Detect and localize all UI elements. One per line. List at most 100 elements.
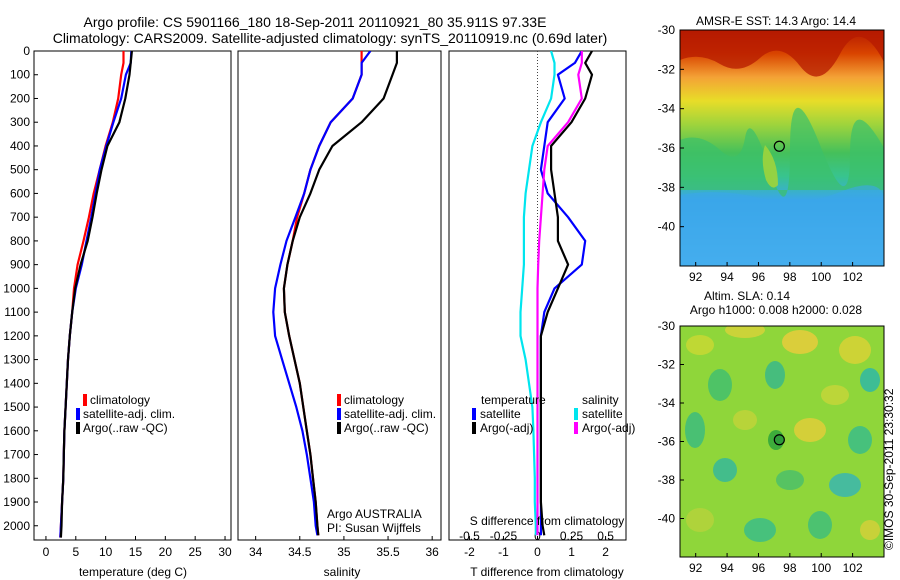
sla-anomaly-blob [733,410,757,430]
x-tick-label: 0 [534,545,541,559]
legend-climatology-swatch [337,394,341,406]
footnote-line1: Argo AUSTRALIA [327,507,422,521]
map-lat-label: -34 [658,102,676,116]
legend-temperature-header: temperature [481,393,546,407]
salinity-panel: 34 34.5 35 35.5 36 salinity climatology sate… [237,50,442,579]
map-lon-label: 102 [843,561,863,575]
sla-anomaly-blob [744,518,776,542]
map-lat-label: -38 [658,473,676,487]
x-tick-label: -1 [498,545,509,559]
temperature-legend: climatology satellite-adj. clim. Argo(..… [76,393,175,435]
x-tick-label: 15 [129,545,143,559]
series-line-argo [282,51,398,536]
x-tick-label: 10 [99,545,113,559]
salinity-legend: climatology satellite-adj. clim. Argo(..… [337,393,436,435]
series-line-argo [59,51,133,538]
sla-anomaly-blob [821,385,849,405]
depth-tick-label: 1100 [4,305,30,319]
s-diff-tick-label: -0.5 [459,529,480,543]
sla-anomaly-blob [829,473,861,497]
s-diff-tick-label: 0.25 [560,529,584,543]
sst-front [680,107,884,197]
salinity-difference-ticks: -0.5 -0.25 0 0.25 0.5 [459,529,614,543]
depth-tick-label: 300 [10,115,30,129]
sst-cool-band [680,185,884,266]
sla-map-title2: Argo h1000: 0.008 h2000: 0.028 [690,303,862,317]
depth-tick-label: 1600 [3,424,30,438]
depth-tick-label: 700 [10,210,30,224]
imos-credit: ©IMOS 30-Sep-2011 23:30:32 [882,388,896,550]
depth-tick-label: 1700 [3,448,30,462]
series-line-satellite [272,51,372,536]
x-tick-label: -2 [464,545,475,559]
sla-anomaly-blob [713,458,737,482]
map-lon-label: 102 [843,270,863,284]
salinity-axes-box [237,50,442,541]
map-lat-label: -32 [658,358,676,372]
figure-title-line1: Argo profile: CS 5901166_180 18-Sep-2011… [84,14,547,30]
series-line-climatology [282,51,363,536]
map-lat-label: -36 [658,141,676,155]
x-tick-label: 1 [568,545,575,559]
figure-title-line2: Climatology: CARS2009. Satellite-adjuste… [53,30,608,46]
legend-climatology-label: climatology [90,393,150,407]
depth-tick-label: 200 [10,91,30,105]
sla-anomaly-blob [708,369,732,401]
legend-argo-label: Argo(..raw -QC) [344,421,429,435]
map-lat-label: -38 [658,180,676,194]
depth-tick-label: 1300 [3,353,30,367]
depth-tick-label: 1000 [3,281,30,295]
legend-argo-swatch [337,422,341,434]
sla-anomaly-blob [839,336,871,364]
sla-anomaly-blob [860,520,880,540]
map-lon-label: 100 [811,270,831,284]
sla-anomaly-blob [776,470,804,490]
map-lon-label: 94 [720,561,734,575]
map-lon-label: 96 [752,270,766,284]
legend-climatology-swatch [83,394,87,406]
legend-s-satellite-swatch [574,408,578,420]
x-tick-label: 30 [218,545,232,559]
sst-map-title: AMSR-E SST: 14.3 Argo: 14.4 [696,14,856,28]
sla-anomaly-blob [686,508,714,532]
map-lat-label: -40 [658,220,676,234]
sla-anomaly-blob [725,326,765,338]
series-line-satellite [59,51,133,538]
legend-t-satellite-swatch [472,408,476,420]
map-lon-label: 92 [689,270,703,284]
x-tick-label: 2 [602,545,609,559]
argo-location-marker [773,140,785,152]
depth-tick-label: 0 [23,44,30,58]
map-lat-label: -30 [658,319,676,333]
depth-tick-label: 600 [10,186,30,200]
temperature-xlabel: temperature (deg C) [79,565,187,579]
difference-series [519,51,594,536]
legend-t-satellite-label: satellite [480,407,521,421]
legend-satellite-label: satellite-adj. clim. [83,407,175,421]
s-difference-label: S difference from climatology [470,514,625,528]
sla-anomaly-blob [808,511,832,539]
legend-s-satellite-label: satellite [582,407,623,421]
depth-tick-label: 1800 [3,471,30,485]
map-lat-label: -30 [658,23,676,37]
map-lon-label: 92 [689,561,703,575]
difference-x-axis: -2 -1 0 1 2 [464,536,609,559]
temperature-panel: 0100200300400500600700800900100011001200… [3,44,232,579]
depth-axis: 0 100 200 300 400 500 600 700 800 900 1000 1100 1200… [3,44,38,533]
sla-anomalies [685,326,880,542]
series-line-sal_satellite [519,51,556,536]
s-diff-tick-label: 0 [534,529,541,543]
sla-map-axes: 92 94 96 98 100 102 -30 -32 -34 -36 -38 -40 [658,319,863,575]
x-tick-label: 34 [249,545,263,559]
sst-field [680,30,884,266]
legend-t-argo-label: Argo(-adj) [480,421,533,435]
sla-anomaly-blob [685,412,705,448]
map-lat-label: -34 [658,396,676,410]
sla-anomaly-blob [794,418,826,442]
depth-tick-label: 1500 [3,400,30,414]
depth-tick-label: 100 [10,68,30,82]
series-line-argo [539,51,594,536]
legend-argo-label: Argo(..raw -QC) [83,421,168,435]
map-lon-label: 98 [783,561,797,575]
